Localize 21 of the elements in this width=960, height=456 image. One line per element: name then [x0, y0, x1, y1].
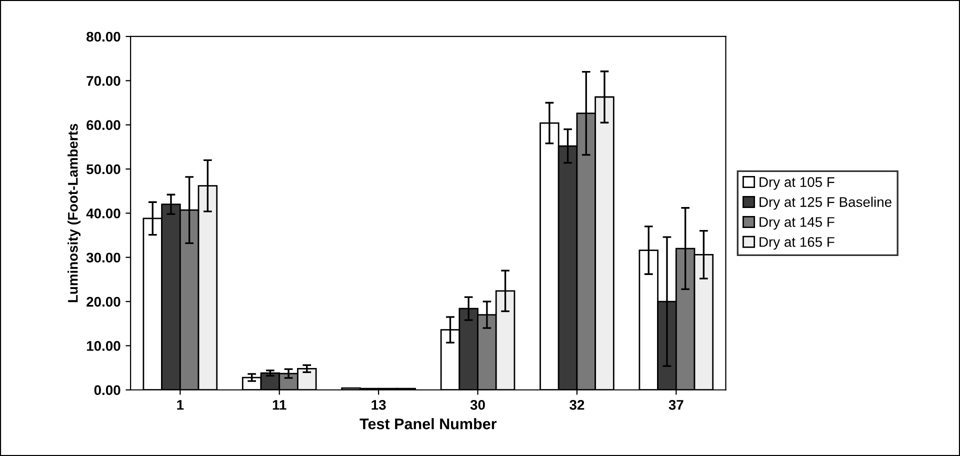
legend-label: Dry at 125 F Baseline [760, 196, 892, 210]
y-tick-label: 0.00 [94, 385, 120, 396]
y-tick-label: 40.00 [86, 208, 120, 218]
y-tick-label: 20.00 [86, 296, 120, 307]
legend-label: Dry at 145 F [760, 217, 834, 230]
x-tick-label: 37 [668, 400, 684, 410]
legend-label: Dry at 165 F [760, 237, 834, 250]
y-axis-title: Luminosity (Foot-Lamberts [68, 124, 81, 302]
y-tick-label: 60.00 [86, 120, 120, 130]
x-tick-label: 1 [177, 400, 184, 410]
x-tick-label: 30 [470, 400, 485, 410]
x-tick-label: 11 [272, 400, 286, 410]
y-tick-label: 80.00 [86, 32, 120, 42]
y-tick-label: 10.00 [86, 341, 120, 351]
y-tick-label: 70.00 [86, 76, 120, 86]
legend-label: Dry at 105 F [760, 177, 834, 190]
y-tick-label: 30.00 [86, 252, 120, 263]
y-tick-label: 50.00 [86, 164, 120, 174]
x-tick-label: 32 [570, 400, 584, 410]
x-tick-label: 13 [372, 400, 386, 410]
x-axis-title: Test Panel Number [360, 418, 497, 430]
